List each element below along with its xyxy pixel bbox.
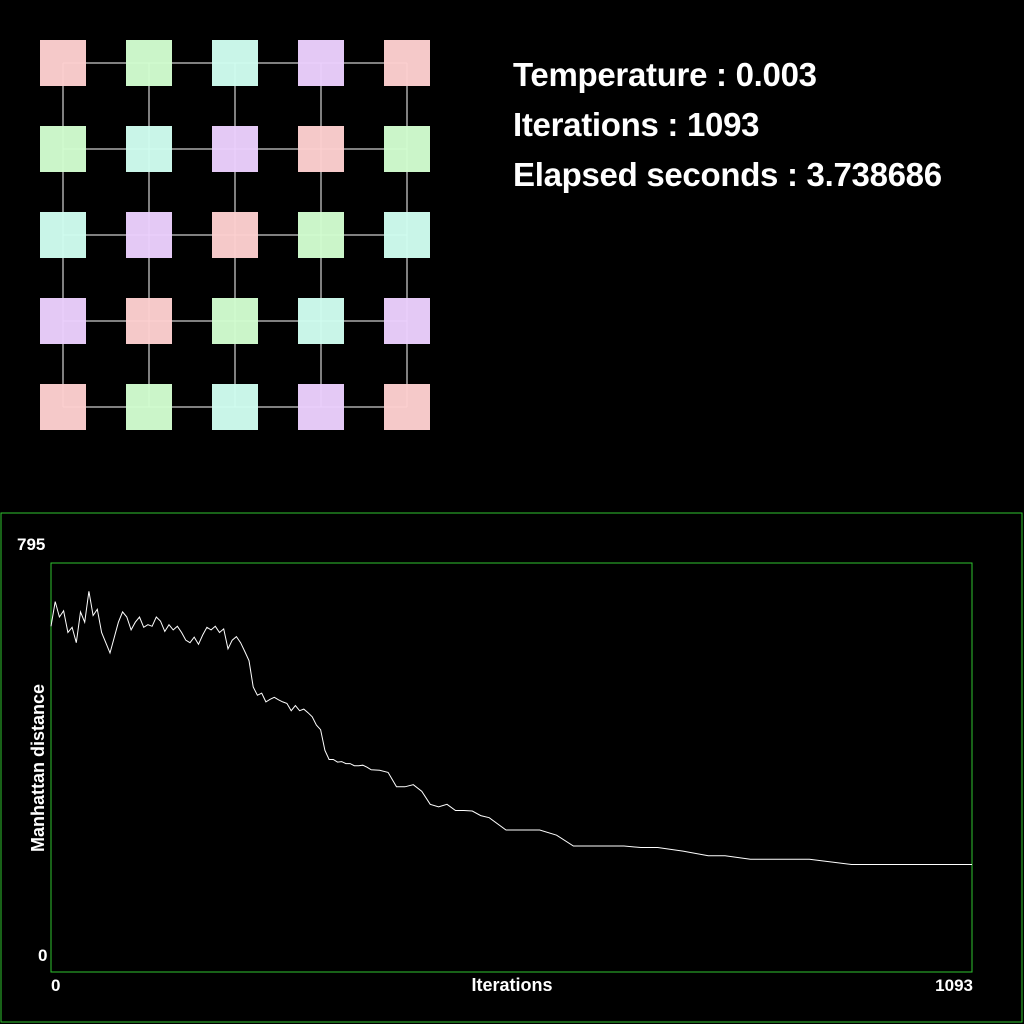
grid-tile bbox=[298, 298, 344, 344]
temperature-value: 0.003 bbox=[735, 56, 817, 93]
grid-tile bbox=[40, 212, 86, 258]
grid-tile bbox=[298, 40, 344, 86]
grid-tile bbox=[298, 126, 344, 172]
plot-frame bbox=[50, 562, 973, 973]
grid-tile bbox=[212, 298, 258, 344]
grid-tile bbox=[126, 212, 172, 258]
elapsed-readout: Elapsed seconds : 3.738686 bbox=[513, 156, 943, 193]
grid-tile bbox=[384, 40, 430, 86]
grid-tile bbox=[40, 40, 86, 86]
distance-series-line bbox=[50, 591, 972, 865]
grid-tile bbox=[212, 384, 258, 430]
grid-tile bbox=[126, 126, 172, 172]
grid-tile bbox=[126, 298, 172, 344]
y-tick-max: 795 bbox=[17, 535, 45, 554]
grid-tile bbox=[212, 126, 258, 172]
puzzle-grid bbox=[40, 40, 430, 430]
grid-tile bbox=[212, 40, 258, 86]
grid-tile bbox=[384, 126, 430, 172]
grid-tile bbox=[40, 384, 86, 430]
grid-tile bbox=[126, 384, 172, 430]
grid-tile bbox=[126, 40, 172, 86]
x-axis-label: Iterations bbox=[471, 975, 552, 995]
outer-frame bbox=[0, 512, 1023, 1023]
stats-panel: Temperature : 0.003 Iterations : 1093 El… bbox=[513, 50, 942, 200]
grid-tile bbox=[384, 384, 430, 430]
iterations-value: 1093 bbox=[686, 106, 760, 143]
x-tick-min: 0 bbox=[51, 976, 60, 995]
iterations-readout: Iterations : 1093 bbox=[513, 106, 760, 143]
distance-chart: 795 0 0 1093 Iterations Manhattan distan… bbox=[0, 512, 1023, 1023]
grid-tile bbox=[40, 126, 86, 172]
grid-tile bbox=[212, 212, 258, 258]
y-axis-label: Manhattan distance bbox=[28, 684, 48, 852]
grid-tile bbox=[384, 298, 430, 344]
elapsed-value: 3.738686 bbox=[806, 156, 943, 193]
grid-tile bbox=[298, 384, 344, 430]
y-tick-min: 0 bbox=[38, 946, 47, 965]
grid-tile bbox=[384, 212, 430, 258]
temperature-readout: Temperature : 0.003 bbox=[513, 56, 817, 93]
grid-tile bbox=[40, 298, 86, 344]
grid-tile bbox=[298, 212, 344, 258]
x-tick-max: 1093 bbox=[935, 976, 973, 995]
